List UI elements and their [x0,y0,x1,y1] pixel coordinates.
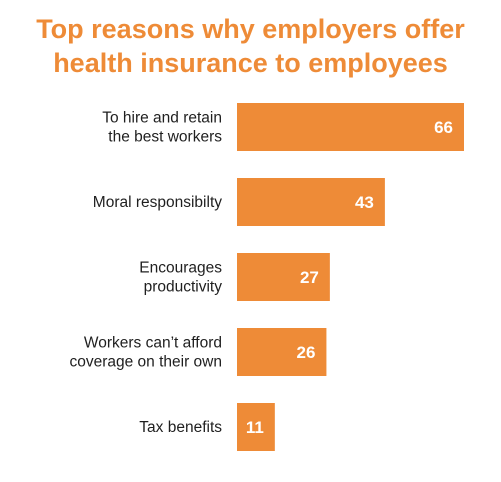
bar-5 [237,403,275,451]
category-label-3-line-2: productivity [144,279,223,296]
bar-value-label-3: 27 [300,268,319,287]
category-label-3: Encourages productivity [139,260,222,296]
category-label-1-line-2: the best workers [108,129,222,146]
category-label-5-line-1: Tax benefits [139,419,222,436]
chart-title-line-1: Top reasons why employers offer [36,14,465,44]
bar-2 [237,178,385,226]
chart-title-line-2: health insurance to employees [53,48,448,78]
category-label-5: Tax benefits [139,419,222,436]
category-label-4: Workers can’t afford coverage on their ow… [69,335,222,371]
category-label-1: To hire and retain the best workers [102,110,222,146]
category-label-2: Moral responsibilty [93,194,222,211]
category-label-4-line-1: Workers can’t afford [84,335,222,352]
category-label-3-line-1: Encourages [139,260,222,277]
chart-title: Top reasons why employers offer health i… [0,12,501,80]
bar-value-label-5: 11 [246,418,264,437]
bar-1 [237,103,464,151]
bar-value-label-1: 66 [434,118,453,137]
bar-4 [237,328,327,376]
bar-value-label-2: 43 [355,193,374,212]
bar-3 [237,253,330,301]
bar-value-label-4: 26 [297,343,316,362]
category-label-2-line-1: Moral responsibilty [93,194,222,211]
category-label-4-line-2: coverage on their own [69,354,222,371]
category-label-1-line-1: To hire and retain [102,110,222,127]
